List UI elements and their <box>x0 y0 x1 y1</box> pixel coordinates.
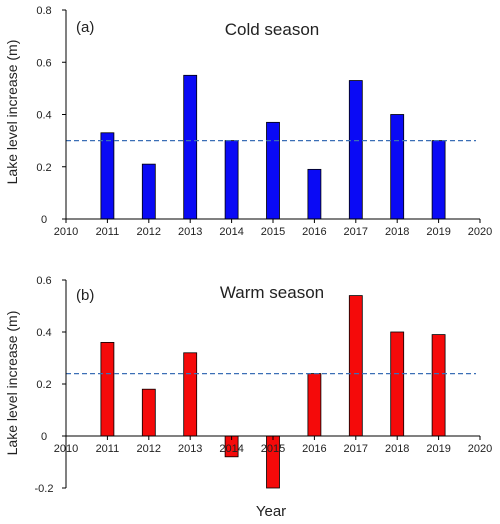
x-tick-label-a-2013: 2013 <box>178 226 202 238</box>
bar-b-2018 <box>390 331 405 437</box>
panel-a-title: Cold season <box>225 20 320 39</box>
x-tick-label-a-2015: 2015 <box>261 226 285 238</box>
y-tick-label-b-3: 0.4 <box>36 327 51 339</box>
y-tick-label-b-2: 0.2 <box>36 379 51 391</box>
bar-a-2014 <box>224 140 239 220</box>
panel-a-y-ticks: 0 0.2 0.4 0.6 0.8 <box>36 5 66 226</box>
bar-b-2016 <box>307 373 322 437</box>
panel-b-tag: (b) <box>76 287 94 304</box>
bar-a-2017 <box>348 80 363 220</box>
panel-a-ylabel: Lake level increase (m) <box>4 40 20 185</box>
y-tick-label-b-1: 0 <box>41 431 47 443</box>
x-tick-label-a-2010: 2010 <box>54 226 78 238</box>
panel-b-x-ticks: 2010 2011 2012 2013 2014 2015 2016 2017 2018 2019… <box>54 436 492 455</box>
x-tick-label-b-2017: 2017 <box>344 443 368 455</box>
x-tick-label-a-2017: 2017 <box>344 226 368 238</box>
x-axis-label: Year <box>256 503 286 520</box>
panel-b-y-ticks: -0.2 0 0.2 0.4 0.6 <box>35 275 66 495</box>
x-tick-label-a-2016: 2016 <box>302 226 326 238</box>
y-tick-label-a-0: 0 <box>41 214 47 226</box>
x-tick-label-b-2012: 2012 <box>137 443 161 455</box>
bar-a-2018 <box>390 114 405 220</box>
bar-b-2012 <box>141 388 156 437</box>
x-tick-label-b-2019: 2019 <box>426 443 450 455</box>
cold-season-panel: (a) Cold season Lake level increase (m) … <box>4 5 492 238</box>
x-tick-label-b-2014: 2014 <box>219 443 243 455</box>
x-tick-label-b-2015: 2015 <box>261 443 285 455</box>
bar-a-2011 <box>100 132 115 220</box>
bar-a-2015 <box>266 121 280 220</box>
y-tick-label-a-1: 0.2 <box>36 162 51 174</box>
x-tick-label-a-2019: 2019 <box>426 226 450 238</box>
y-tick-label-a-2: 0.4 <box>36 110 51 122</box>
y-tick-label-b-0: -0.2 <box>35 483 54 495</box>
y-tick-label-a-3: 0.6 <box>36 57 51 69</box>
bar-a-2016 <box>307 168 322 220</box>
warm-season-panel: (b) Warm season Lake level increase (m) … <box>4 275 492 520</box>
x-tick-label-b-2010: 2010 <box>54 443 78 455</box>
panel-a-tag: (a) <box>76 19 94 36</box>
x-tick-label-b-2020: 2020 <box>468 443 492 455</box>
panel-a-bars <box>100 74 446 220</box>
x-tick-label-a-2020: 2020 <box>468 226 492 238</box>
bar-b-2019 <box>431 334 446 437</box>
bar-b-2011 <box>100 341 115 437</box>
panel-a-x-ticks: 2010 2011 2012 2013 2014 2015 2016 2017 2018 2019… <box>54 219 492 238</box>
y-tick-label-b-4: 0.6 <box>36 275 51 287</box>
x-tick-label-b-2011: 2011 <box>96 443 120 455</box>
bar-b-2017 <box>348 295 363 437</box>
x-tick-label-a-2018: 2018 <box>385 226 409 238</box>
y-tick-label-a-4: 0.8 <box>36 5 51 17</box>
x-tick-label-b-2013: 2013 <box>178 443 202 455</box>
bar-a-2012 <box>141 163 156 220</box>
bar-a-2013 <box>183 74 198 220</box>
panel-b-ylabel: Lake level increase (m) <box>4 311 20 456</box>
x-tick-label-a-2012: 2012 <box>137 226 161 238</box>
x-tick-label-a-2011: 2011 <box>96 226 120 238</box>
x-tick-label-a-2014: 2014 <box>219 226 243 238</box>
panel-b-bars <box>100 295 446 489</box>
panel-b-title: Warm season <box>220 283 324 302</box>
x-tick-label-b-2018: 2018 <box>385 443 409 455</box>
bar-a-2019 <box>431 140 446 220</box>
x-tick-label-b-2016: 2016 <box>302 443 326 455</box>
bar-b-2013 <box>183 352 198 437</box>
